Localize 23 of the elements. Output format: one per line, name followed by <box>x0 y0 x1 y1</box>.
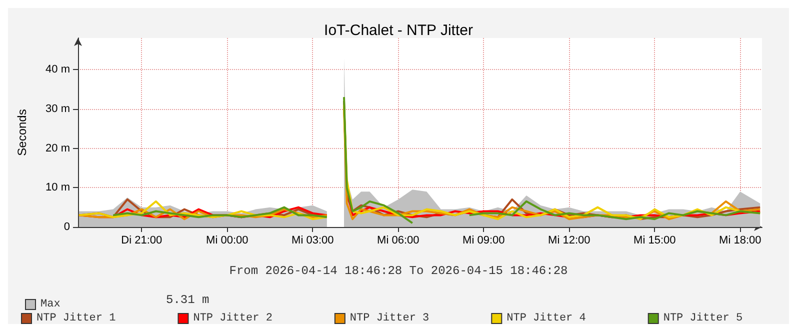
y-tick-label: 30 m <box>46 102 70 115</box>
legend-label: NTP Jitter 3 <box>350 312 430 324</box>
x-tick-label: Mi 18:00 <box>719 234 762 246</box>
legend-label: NTP Jitter 2 <box>193 312 272 324</box>
x-tick-label: Mi 09:00 <box>462 234 505 246</box>
x-tick-label: Mi 06:00 <box>377 234 420 246</box>
x-tick-label: Mi 15:00 <box>634 234 676 246</box>
legend-label: NTP Jitter 4 <box>506 312 586 324</box>
text: From 2026-04-14 18:46:28 To 2026-04-15 18:46:28 <box>229 264 568 278</box>
text: 5.31 m <box>166 293 210 307</box>
y-tick-label: 20 m <box>46 142 70 154</box>
x-tick-label: Mi 03:00 <box>292 234 334 246</box>
chart-title: IoT-Chalet - NTP Jitter <box>324 22 473 39</box>
legend-label: NTP Jitter 5 <box>663 312 743 324</box>
legend-label: Max <box>40 298 61 310</box>
legend-label: NTP Jitter 1 <box>36 312 116 324</box>
x-tick-label: Mi 12:00 <box>548 234 590 246</box>
x-tick-label: Mi 00:00 <box>206 234 248 246</box>
y-tick-label: 0 <box>64 221 70 233</box>
x-tick-label: Di 21:00 <box>121 234 162 246</box>
y-tick-label: 10 m <box>46 182 70 194</box>
y-axis-title: Seconds <box>15 109 29 156</box>
y-tick-label: 40 m <box>46 64 70 76</box>
